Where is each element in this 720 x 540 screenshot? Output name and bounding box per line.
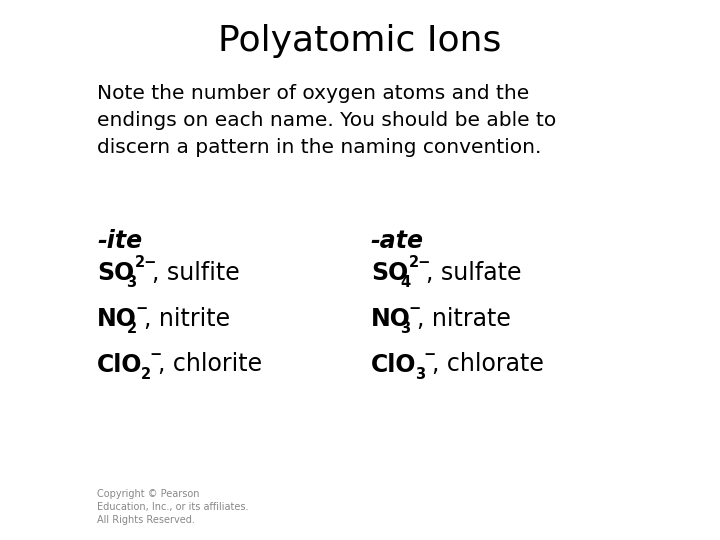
Text: −: − [423, 347, 436, 362]
Text: , chlorite: , chlorite [158, 353, 263, 376]
Text: Copyright © Pearson
Education, Inc., or its affiliates.
All Rights Reserved.: Copyright © Pearson Education, Inc., or … [97, 489, 248, 525]
Text: Note the number of oxygen atoms and the
endings on each name. You should be able: Note the number of oxygen atoms and the … [97, 84, 557, 157]
Text: 4: 4 [400, 275, 410, 290]
Text: -ite: -ite [97, 230, 143, 253]
Text: 2: 2 [127, 321, 137, 336]
Text: SO: SO [371, 261, 408, 285]
Text: 2−: 2− [135, 255, 158, 271]
Text: 2−: 2− [409, 255, 431, 271]
Text: -ate: -ate [371, 230, 424, 253]
Text: −: − [150, 347, 162, 362]
Text: ClO: ClO [371, 353, 416, 376]
Text: , sulfate: , sulfate [426, 261, 521, 285]
Text: NO: NO [371, 307, 410, 330]
Text: −: − [135, 301, 148, 316]
Text: , nitrite: , nitrite [144, 307, 230, 330]
Text: 3: 3 [415, 367, 425, 382]
Text: −: − [409, 301, 421, 316]
Text: NO: NO [97, 307, 137, 330]
Text: 3: 3 [127, 275, 137, 290]
Text: Polyatomic Ions: Polyatomic Ions [218, 24, 502, 58]
Text: SO: SO [97, 261, 135, 285]
Text: , nitrate: , nitrate [418, 307, 511, 330]
Text: , chlorate: , chlorate [432, 353, 544, 376]
Text: , sulfite: , sulfite [153, 261, 240, 285]
Text: ClO: ClO [97, 353, 143, 376]
Text: 2: 2 [141, 367, 151, 382]
Text: 3: 3 [400, 321, 410, 336]
